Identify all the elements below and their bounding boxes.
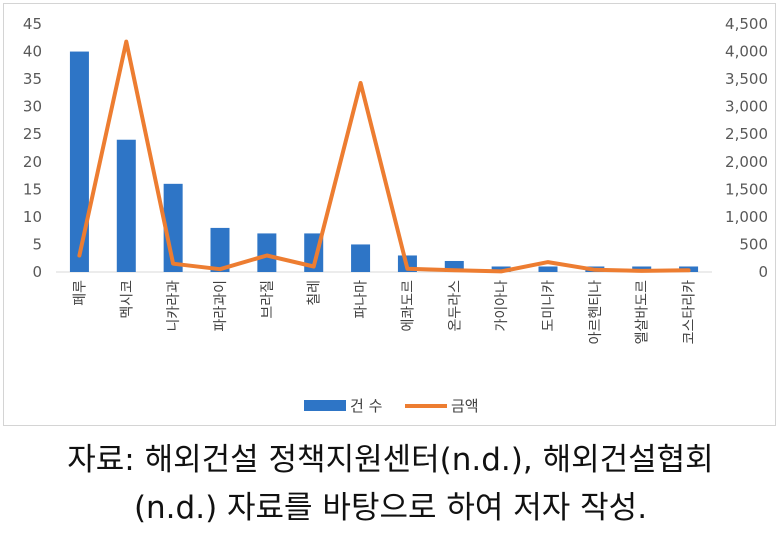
line-series-amount: [77, 39, 691, 274]
line-point-페루: [77, 253, 81, 257]
line-point-아르헨티나: [593, 268, 597, 272]
combo-chart: 0 5 10 15 20 25 30 35 40 45 0 500 1,000 1,500 2,000 2,5…: [23, 15, 768, 415]
x-tick-label: 에콰도르: [400, 280, 416, 332]
line-point-온두라스: [452, 268, 456, 272]
line-point-도미니카: [546, 260, 550, 264]
caption-line-1: 자료: 해외건설 정책지원센터(n.d.), 해외건설협회: [67, 442, 714, 478]
legend-swatch-count: [304, 400, 346, 411]
y-left-tick-label: 35: [23, 70, 42, 88]
x-tick-label: 도미니카: [541, 280, 557, 332]
bar-도미니카: [538, 266, 558, 272]
x-tick-label: 코스타리카: [682, 280, 698, 345]
y-left-tick-label: 30: [23, 98, 42, 116]
line-point-멕시코: [124, 40, 128, 44]
line-point-가이아나: [499, 269, 503, 273]
line-point-브라질: [265, 253, 269, 257]
line-point-니카라과: [171, 262, 175, 266]
legend-label-count: 건 수: [350, 397, 382, 415]
y-left-tick-label: 45: [23, 15, 42, 33]
line-point-엘살바도르: [640, 269, 644, 273]
x-tick-label: 멕시코: [119, 280, 135, 319]
y-right-tick-label: 0: [758, 263, 768, 281]
legend-label-amount: 금액: [451, 397, 479, 415]
chart-frame: 0 5 10 15 20 25 30 35 40 45 0 500 1,000 1,500 2,000 2,5…: [3, 3, 776, 426]
y-right-tick-label: 1,000: [725, 208, 768, 226]
y-left-tick-label: 40: [23, 43, 42, 61]
line-point-칠레: [312, 264, 316, 268]
x-tick-label: 엘살바도르: [635, 280, 651, 345]
bar-파라과이: [210, 227, 230, 272]
bar-온두라스: [444, 260, 464, 272]
x-tick-label: 칠레: [307, 280, 323, 306]
x-tick-label: 브라질: [260, 280, 276, 319]
x-tick-label: 파라과이: [213, 280, 229, 332]
line-point-코스타리카: [687, 268, 691, 272]
bar-파나마: [351, 244, 371, 272]
y-left-tick-label: 25: [23, 125, 42, 143]
y-left-tick-label: 20: [23, 153, 42, 171]
x-tick-label: 파나마: [354, 280, 370, 319]
bar-멕시코: [116, 139, 136, 272]
bar-브라질: [257, 233, 277, 272]
y-right-tick-label: 2,000: [725, 153, 768, 171]
line-point-에콰도르: [405, 267, 409, 271]
y-left-tick-label: 5: [32, 235, 42, 253]
y-right-tick-label: 4,000: [725, 43, 768, 61]
source-caption: 자료: 해외건설 정책지원센터(n.d.), 해외건설협회 (n.d.) 자료를…: [0, 436, 781, 532]
y-right-tick-label: 2,500: [725, 125, 768, 143]
x-tick-label: 가이아나: [494, 280, 510, 332]
y-left-tick-label: 0: [32, 263, 42, 281]
y-right-tick-label: 3,000: [725, 98, 768, 116]
x-tick-label: 니카라과: [166, 280, 182, 332]
x-tick-label: 페루: [72, 280, 88, 306]
y-left-tick-label: 15: [23, 180, 42, 198]
bar-가이아나: [491, 266, 511, 272]
line-point-파라과이: [218, 267, 222, 271]
y-right-tick-label: 500: [739, 235, 768, 253]
line-point-파나마: [359, 81, 363, 85]
x-tick-label: 아르헨티나: [588, 280, 604, 345]
y-right-tick-label: 3,500: [725, 70, 768, 88]
y-right-tick-label: 4,500: [725, 15, 768, 33]
bar-페루: [69, 51, 89, 272]
x-tick-label: 온두라스: [447, 280, 463, 332]
y-left-tick-label: 10: [23, 208, 42, 226]
y-right-tick-label: 1,500: [725, 180, 768, 198]
caption-line-2: (n.d.) 자료를 바탕으로 하여 저자 작성.: [133, 490, 648, 526]
